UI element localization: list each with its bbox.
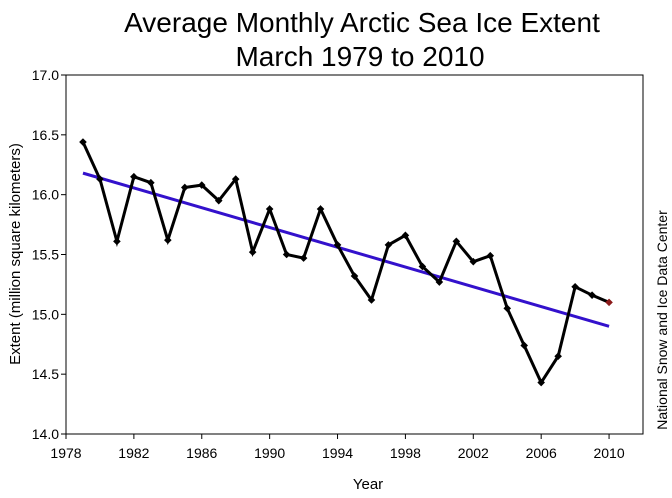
x-tick-label: 2010 xyxy=(593,445,624,461)
y-tick-label: 15.5 xyxy=(32,247,59,263)
data-point xyxy=(164,236,172,244)
data-point xyxy=(503,304,512,313)
data-point xyxy=(486,251,495,260)
trend-line xyxy=(82,171,610,328)
data-point xyxy=(96,175,104,183)
data-point xyxy=(231,175,240,183)
data-point xyxy=(282,250,291,259)
y-tick-label: 16.0 xyxy=(32,187,59,203)
data-point xyxy=(214,196,223,205)
data-point xyxy=(452,237,461,246)
data-point xyxy=(418,262,427,271)
data-point xyxy=(350,272,359,280)
data-point xyxy=(333,241,342,249)
x-tick-label: 1994 xyxy=(322,445,353,461)
data-point xyxy=(316,205,325,213)
data-point-latest xyxy=(605,298,613,307)
data-point xyxy=(113,237,121,246)
data-point xyxy=(197,181,206,189)
y-tick-label: 14.0 xyxy=(32,426,59,442)
data-point xyxy=(401,231,410,240)
data-point xyxy=(435,278,444,286)
x-tick-label: 2002 xyxy=(458,445,489,461)
chart-title: Average Monthly Arctic Sea Ice Extent xyxy=(124,7,600,38)
chart-subtitle: March 1979 to 2010 xyxy=(235,41,484,72)
data-markers xyxy=(79,138,613,387)
x-axis-label: Year xyxy=(353,476,383,493)
y-tick-label: 14.5 xyxy=(32,366,59,382)
data-point xyxy=(130,172,138,181)
x-tick-label: 1990 xyxy=(254,445,285,461)
x-tick-label: 1986 xyxy=(186,445,217,461)
data-point xyxy=(180,183,189,192)
data-point xyxy=(554,352,562,361)
y-tick-label: 15.0 xyxy=(32,306,59,322)
series-line xyxy=(81,141,610,386)
credit-label: National Snow and Ice Data Center xyxy=(654,210,670,430)
data-point xyxy=(537,378,545,387)
x-tick-label: 2006 xyxy=(526,445,557,461)
x-tick-label: 1978 xyxy=(50,445,81,461)
data-point xyxy=(79,138,87,146)
x-tick-label: 1998 xyxy=(390,445,421,461)
data-point xyxy=(571,283,579,291)
data-point xyxy=(520,341,529,350)
x-axis: 1978 1982 1986 1990 1994 1998 2002 2006 2010 xyxy=(50,434,625,461)
data-point xyxy=(147,178,155,187)
y-axis: 14.0 14.5 15.0 15.5 16.0 16.5 17.0 xyxy=(32,67,66,442)
data-point xyxy=(469,257,478,266)
data-point xyxy=(248,248,257,256)
y-tick-label: 17.0 xyxy=(32,67,59,83)
y-tick-label: 16.5 xyxy=(32,127,59,143)
data-point xyxy=(367,296,376,304)
data-point xyxy=(384,241,393,249)
data-point xyxy=(299,254,308,262)
data-point xyxy=(588,291,596,299)
data-point xyxy=(265,205,274,213)
y-axis-label: Extent (million square kilometers) xyxy=(7,143,24,365)
x-tick-label: 1982 xyxy=(118,445,149,461)
plot-area xyxy=(65,74,644,435)
